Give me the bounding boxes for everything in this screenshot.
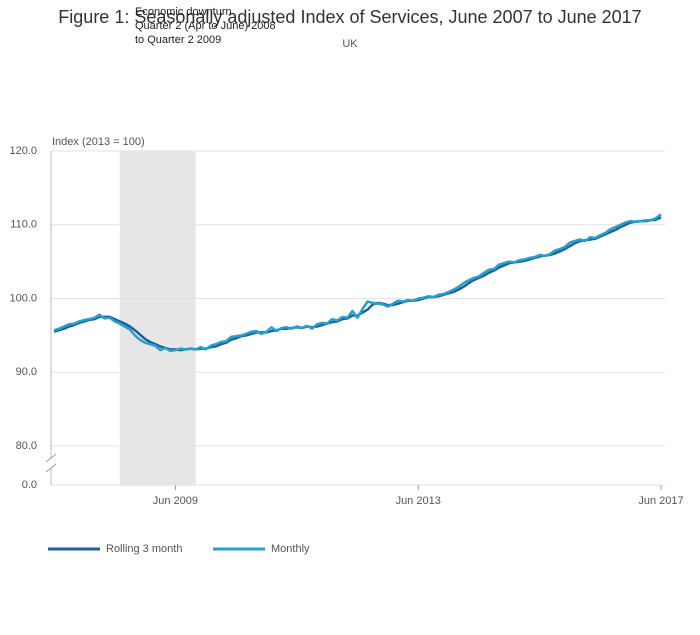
shaded-region: [119, 151, 196, 485]
chart-subtitle: UK: [342, 38, 358, 50]
y-tick-label: 90.0: [16, 366, 37, 378]
y-tick-label: 120.0: [9, 145, 37, 157]
legend-label: Monthly: [271, 543, 310, 555]
y-tick-label: 0.0: [22, 479, 37, 491]
x-tick-label: Jun 2009: [153, 495, 198, 507]
annotation: Quarter 2 (Apr to June) 2008: [135, 20, 276, 32]
axis-break: [45, 453, 57, 463]
series-line: [53, 213, 662, 353]
legend-label: Rolling 3 month: [106, 543, 182, 555]
chart-title: Figure 1: Seasonally adjusted Index of S…: [58, 7, 641, 27]
y-tick-label: 80.0: [16, 440, 37, 452]
annotation: to Quarter 2 2009: [135, 34, 221, 46]
y-axis-label: Index (2013 = 100): [52, 136, 145, 148]
x-tick-label: Jun 2013: [396, 495, 441, 507]
annotation: Economic downturn: [135, 6, 232, 18]
y-tick-label: 100.0: [9, 292, 37, 304]
x-tick-label: Jun 2017: [638, 495, 683, 507]
axis-break: [45, 463, 57, 473]
y-tick-label: 110.0: [10, 219, 37, 231]
